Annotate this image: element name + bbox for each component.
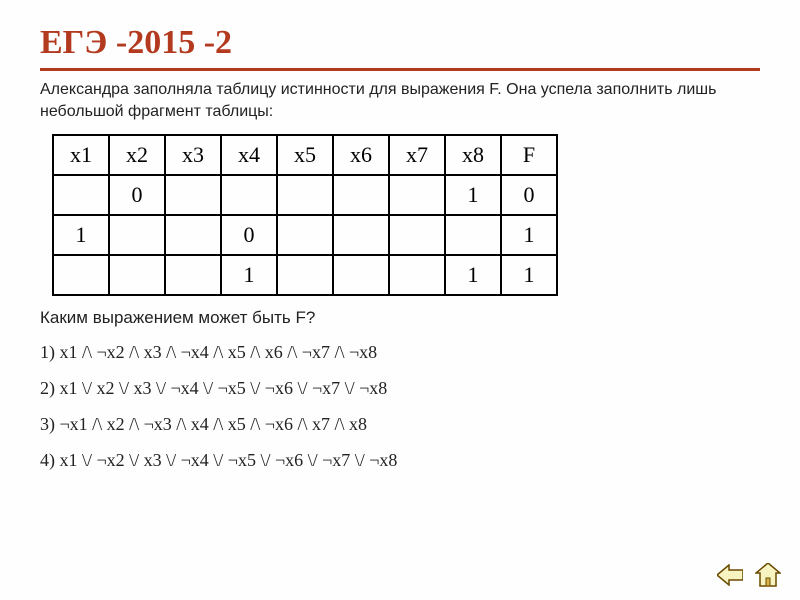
table-cell: 1: [501, 215, 557, 255]
col-header: x7: [389, 135, 445, 175]
back-button[interactable]: [716, 562, 744, 588]
table-cell: [165, 175, 221, 215]
table-cell: [165, 215, 221, 255]
table-cell: 1: [501, 255, 557, 295]
table-cell: [221, 175, 277, 215]
table-cell: [277, 255, 333, 295]
table-cell: [445, 215, 501, 255]
table-row: 0 1 0: [53, 175, 557, 215]
table-cell: [53, 255, 109, 295]
table-cell: [53, 175, 109, 215]
page-title: ЕГЭ -2015 -2: [40, 24, 760, 71]
table-cell: [389, 175, 445, 215]
col-header: x5: [277, 135, 333, 175]
table-cell: 1: [445, 175, 501, 215]
question-text: Каким выражением может быть F?: [40, 308, 760, 328]
col-header: x3: [165, 135, 221, 175]
truth-table: x1 x2 x3 x4 x5 x6 x7 x8 F 0 1 0: [52, 134, 558, 296]
nav-controls: [716, 562, 782, 588]
table-cell: 0: [501, 175, 557, 215]
table-cell: 0: [221, 215, 277, 255]
option-2: 2) x1 \/ x2 \/ x3 \/ ¬x4 \/ ¬x5 \/ ¬x6 \…: [40, 370, 760, 406]
option-4: 4) x1 \/ ¬x2 \/ x3 \/ ¬x4 \/ ¬x5 \/ ¬x6 …: [40, 442, 760, 478]
col-header: x1: [53, 135, 109, 175]
col-header: x4: [221, 135, 277, 175]
table-cell: [333, 255, 389, 295]
home-button[interactable]: [754, 562, 782, 588]
table-cell: 0: [109, 175, 165, 215]
table-cell: [109, 215, 165, 255]
home-icon: [755, 563, 781, 587]
answer-options: 1) x1 /\ ¬x2 /\ x3 /\ ¬x4 /\ x5 /\ x6 /\…: [40, 334, 760, 478]
option-1: 1) x1 /\ ¬x2 /\ x3 /\ ¬x4 /\ x5 /\ x6 /\…: [40, 334, 760, 370]
col-header: x2: [109, 135, 165, 175]
slide: ЕГЭ -2015 -2 Александра заполняла таблиц…: [0, 0, 800, 600]
table-cell: 1: [445, 255, 501, 295]
table-row: 1 0 1: [53, 215, 557, 255]
table-cell: 1: [53, 215, 109, 255]
table-cell: [333, 175, 389, 215]
table-cell: [389, 255, 445, 295]
col-header: x8: [445, 135, 501, 175]
back-arrow-icon: [717, 564, 743, 586]
table-cell: [333, 215, 389, 255]
option-3: 3) ¬x1 /\ x2 /\ ¬x3 /\ x4 /\ x5 /\ ¬x6 /…: [40, 406, 760, 442]
table-header-row: x1 x2 x3 x4 x5 x6 x7 x8 F: [53, 135, 557, 175]
problem-statement: Александра заполняла таблицу истинности …: [40, 79, 760, 122]
table-cell: [277, 175, 333, 215]
table-cell: [109, 255, 165, 295]
table-cell: [165, 255, 221, 295]
table-cell: [389, 215, 445, 255]
col-header: x6: [333, 135, 389, 175]
col-header: F: [501, 135, 557, 175]
table-row: 1 1 1: [53, 255, 557, 295]
table-cell: [277, 215, 333, 255]
table-cell: 1: [221, 255, 277, 295]
